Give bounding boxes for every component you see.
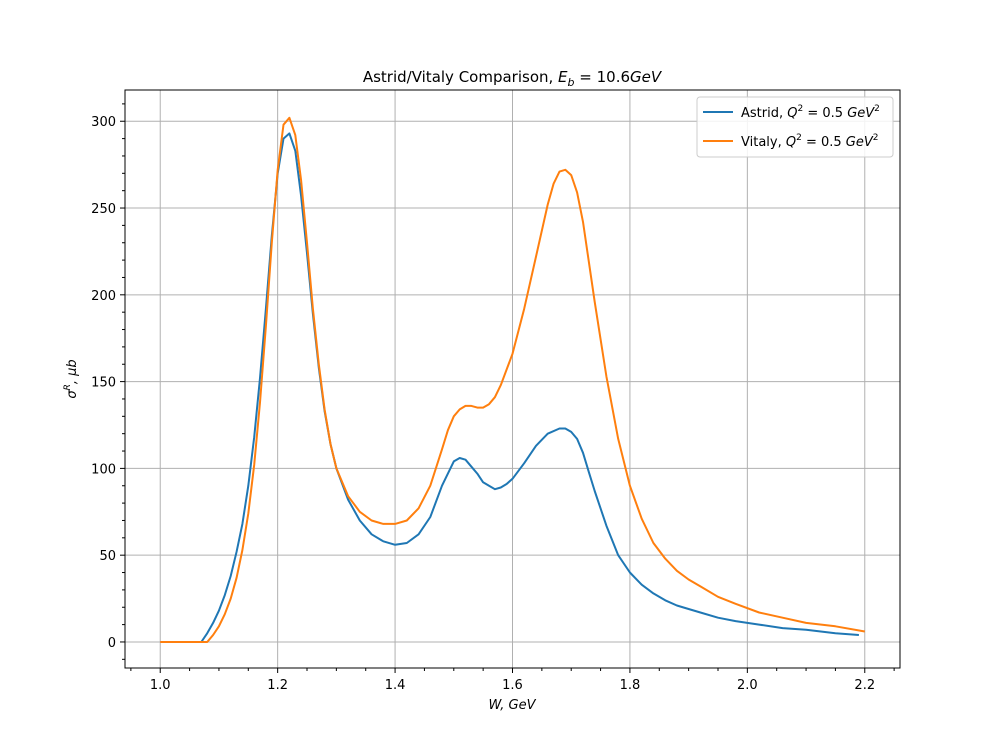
legend-vitaly-unit: GeV [846, 135, 874, 150]
chart-title-unit: GeV [630, 68, 663, 86]
x-tick-label: 1.6 [502, 678, 523, 693]
x-tick-label: 1.4 [385, 678, 406, 693]
chart-title-var: E [558, 68, 568, 86]
legend-vitaly-q: Q [786, 135, 796, 150]
legend-label-astrid: Astrid, Q2 = 0.5 GeV2 [741, 104, 880, 121]
legend-astrid-usup: 2 [874, 104, 880, 114]
legend-box [696, 96, 894, 158]
x-tick-label: 1.2 [267, 678, 288, 693]
legend: Astrid, Q2 = 0.5 GeV2 Vitaly, Q2 = 0.5 G… [696, 96, 894, 158]
y-tick-label: 150 [91, 376, 116, 391]
legend-astrid-mid: = 0.5 [803, 106, 847, 121]
ticks: 1.0 1.2 1.4 1.6 1.8 2.0 2.2 0 50 100 150 200 250 300 [91, 103, 895, 693]
x-tick-label: 1.8 [620, 678, 641, 693]
y-tick-label: 50 [99, 549, 116, 564]
series-line-vitaly [160, 116, 865, 643]
legend-astrid-qsup: 2 [797, 104, 803, 114]
y-axis-title-sigma: σ [65, 390, 80, 399]
legend-astrid-unit: GeV [847, 106, 875, 121]
legend-astrid-prefix: Astrid, [741, 106, 787, 121]
chart-title-rest: = 10.6 [575, 68, 631, 86]
x-tick-label: 2.0 [737, 678, 758, 693]
legend-label-vitaly: Vitaly, Q2 = 0.5 GeV2 [741, 133, 879, 150]
y-tick-label: 100 [91, 462, 116, 477]
series-layer [160, 116, 865, 643]
y-axis-title-rest: , μb [65, 359, 80, 384]
legend-vitaly-usup: 2 [873, 133, 879, 143]
x-axis-title: W, GeV [488, 698, 536, 713]
y-tick-label: 300 [91, 115, 116, 130]
chart-title-sub: b [568, 76, 575, 89]
y-axis-title: σR, μb [63, 359, 80, 398]
x-tick-label: 2.2 [854, 678, 875, 693]
chart-title-main: Astrid/Vitaly Comparison, [363, 68, 558, 86]
y-tick-label: 250 [91, 202, 116, 217]
y-tick-label: 200 [91, 289, 116, 304]
legend-vitaly-qsup: 2 [796, 133, 802, 143]
chart-title: Astrid/Vitaly Comparison, Eb = 10.6GeV [363, 68, 663, 89]
legend-vitaly-mid: = 0.5 [802, 135, 846, 150]
legend-astrid-q: Q [787, 106, 797, 121]
legend-vitaly-prefix: Vitaly, [741, 135, 786, 150]
y-tick-label: 0 [108, 636, 116, 651]
x-tick-label: 1.0 [150, 678, 171, 693]
y-axis-title-sup: R [63, 384, 73, 390]
